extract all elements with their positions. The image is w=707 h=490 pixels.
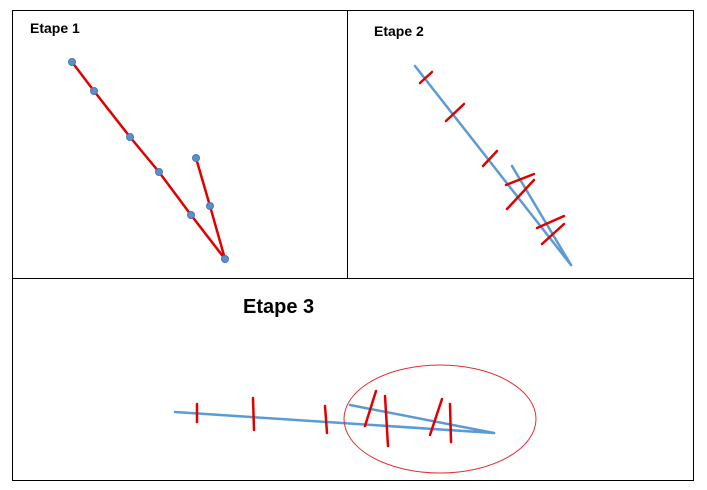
vertex-point bbox=[126, 133, 134, 141]
vertex-point bbox=[155, 168, 163, 176]
panel-etape-2: Etape 2 bbox=[374, 23, 573, 267]
perpendicular-tick bbox=[481, 149, 499, 168]
vertex-point bbox=[192, 154, 200, 162]
etape-1-vertices bbox=[68, 58, 229, 263]
vertex-point bbox=[187, 211, 195, 219]
panel-etape-1-frame bbox=[12, 10, 348, 279]
vertex-point bbox=[68, 58, 76, 66]
panel-frames bbox=[12, 10, 694, 481]
etape-3-ticks bbox=[195, 389, 453, 448]
panel-etape-3-frame bbox=[12, 278, 694, 481]
etape-2-ticks bbox=[418, 70, 566, 246]
etape-3-blue-lines bbox=[173, 403, 496, 435]
panel-etape-2-label: Etape 2 bbox=[374, 23, 424, 39]
blue-branch-line bbox=[348, 403, 496, 435]
blue-main-line bbox=[413, 64, 573, 267]
perpendicular-tick bbox=[251, 396, 256, 432]
panel-etape-3: Etape 3 bbox=[173, 296, 537, 474]
etape-2-blue-lines bbox=[413, 64, 573, 267]
panel-etape-2-frame bbox=[347, 10, 694, 279]
highlight-ellipse bbox=[343, 364, 537, 474]
vertex-point bbox=[206, 202, 214, 210]
perpendicular-tick bbox=[363, 389, 378, 428]
blue-main-line bbox=[173, 410, 496, 435]
perpendicular-tick bbox=[504, 172, 536, 187]
perpendicular-tick bbox=[505, 178, 536, 211]
polyline-main-segment bbox=[70, 60, 227, 261]
perpendicular-tick bbox=[383, 394, 390, 448]
perpendicular-tick bbox=[540, 222, 566, 246]
perpendicular-tick bbox=[448, 402, 453, 444]
perpendicular-tick bbox=[418, 70, 434, 85]
perpendicular-tick bbox=[535, 214, 566, 230]
vertex-point bbox=[221, 255, 229, 263]
perpendicular-tick bbox=[444, 102, 466, 123]
perpendicular-tick bbox=[323, 404, 329, 435]
panel-etape-3-label: Etape 3 bbox=[243, 296, 314, 318]
blue-branch-line bbox=[510, 164, 573, 267]
vertex-point bbox=[90, 87, 98, 95]
perpendicular-tick bbox=[428, 397, 444, 437]
panel-etape-1-label: Etape 1 bbox=[30, 20, 80, 36]
panel-etape-1: Etape 1 bbox=[30, 20, 229, 263]
